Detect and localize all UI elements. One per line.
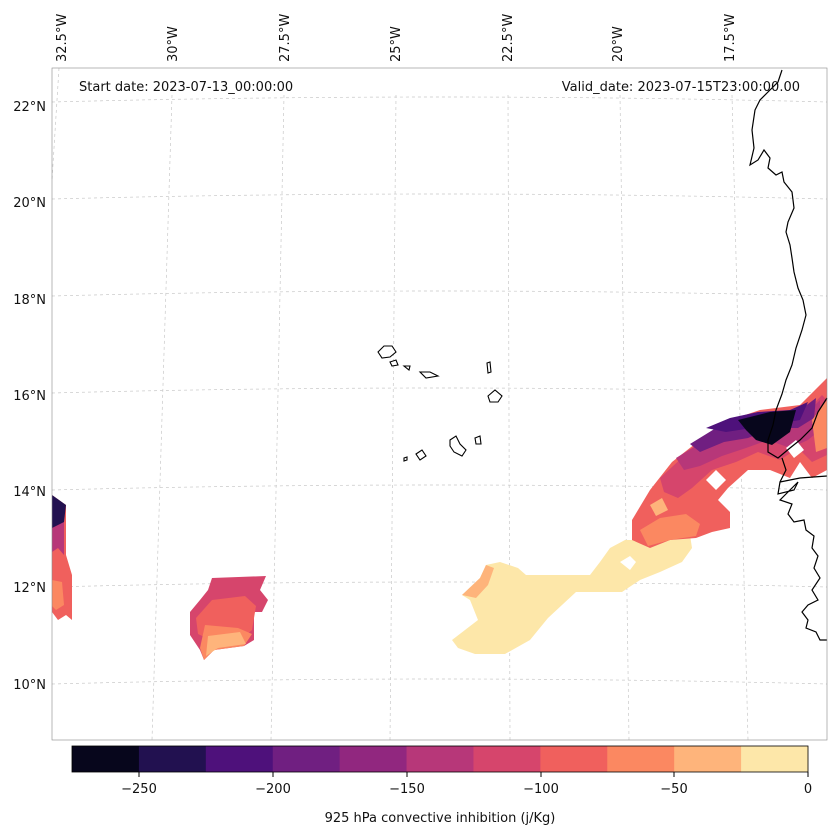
contour-east-core-light2 [650, 498, 668, 516]
colorbar-swatches [72, 746, 809, 772]
colorbar-tick-label: −250 [121, 782, 157, 797]
longitude-labels: 32.5°W 30°W 27.5°W 25°W 22.5°W 20°W 17.5… [55, 14, 738, 62]
senegal-coast [777, 457, 827, 641]
colorbar-swatch [272, 746, 341, 772]
lat-label: 10°N [13, 678, 46, 693]
lon-label: 27.5°W [278, 14, 293, 62]
colorbar-swatch [138, 746, 207, 772]
island-boa-vista [487, 389, 503, 403]
island-sal [486, 361, 492, 374]
island-brava [403, 456, 408, 462]
colorbar-tick-label: −50 [660, 782, 687, 797]
lon-label: 25°W [389, 26, 404, 62]
parallel-line [51, 96, 828, 103]
lon-label: 32.5°W [55, 14, 70, 62]
latitude-labels: 22°N 20°N 18°N 16°N 14°N 12°N 10°N [13, 100, 46, 693]
colorbar-swatch [406, 746, 474, 772]
valid-date-label: Valid_date: 2023-07-15T23:00:00.00 [562, 80, 800, 95]
colorbar-swatch [540, 746, 608, 772]
colorbar-tick-label: −150 [389, 782, 425, 797]
contour-left-edge-dark [52, 495, 66, 528]
lat-label: 12°N [13, 581, 46, 596]
lon-label: 22.5°W [501, 14, 516, 62]
lat-label: 22°N [13, 100, 46, 115]
colorbar-label: 925 hPa convective inhibition (j/Kg) [325, 811, 556, 826]
colorbar-swatch [473, 746, 541, 772]
colorbar: −250 −200 −150 −100 −50 0 925 hPa convec… [71, 745, 812, 826]
colorbar-tick-label: 0 [804, 782, 812, 797]
contour-east-tongue-dark [738, 410, 796, 445]
lon-label: 20°W [611, 26, 626, 62]
colorbar-swatch [607, 746, 675, 772]
lat-label: 14°N [13, 485, 46, 500]
parallel-line [51, 387, 828, 394]
lon-label: 30°W [166, 26, 181, 62]
meridian-line [51, 67, 60, 181]
island-santo-antao [377, 345, 397, 359]
contour-west-patch-light [206, 632, 246, 656]
contour-east-core-light [640, 514, 700, 546]
island-sao-vicente [389, 359, 399, 367]
colorbar-tick-label: −200 [255, 782, 291, 797]
colorbar-border [71, 745, 809, 773]
parallel-line [51, 581, 828, 588]
colorbar-swatch [339, 746, 408, 772]
contour-left-edge-light [52, 580, 64, 610]
graticule [51, 67, 828, 741]
island-maio [474, 435, 482, 445]
lon-label: 17.5°W [723, 14, 738, 62]
colorbar-tick-label: −100 [523, 782, 559, 797]
gambia-river [779, 475, 828, 483]
parallel-line [51, 678, 828, 685]
lat-label: 18°N [13, 293, 46, 308]
island-santa-luzia [402, 365, 411, 371]
cin-contours [52, 378, 827, 660]
colorbar-swatch [741, 746, 809, 772]
island-sao-nicolau [418, 371, 440, 379]
coastline [377, 69, 828, 641]
map-border [51, 67, 828, 741]
africa-coastline [749, 69, 828, 459]
parallel-line [51, 290, 828, 297]
contour-east-hole2 [786, 440, 804, 458]
lat-label: 20°N [13, 196, 46, 211]
start-date-label: Start date: 2023-07-13_00:00:00 [79, 80, 293, 95]
island-fogo [415, 449, 427, 461]
colorbar-swatch [205, 746, 274, 772]
parallel-line [51, 484, 828, 491]
contour-east-hole [706, 470, 726, 490]
colorbar-swatch [72, 746, 140, 772]
parallel-line [51, 193, 828, 200]
lat-label: 16°N [13, 389, 46, 404]
contour-yellow-hole [620, 556, 636, 570]
colorbar-swatch [674, 746, 742, 772]
contour-east-edge-light [812, 400, 827, 452]
map-panel [52, 68, 827, 740]
island-santiago [449, 435, 467, 457]
contour-yellow-edge [462, 565, 494, 598]
colorbar-ticks: −250 −200 −150 −100 −50 0 [121, 772, 812, 797]
